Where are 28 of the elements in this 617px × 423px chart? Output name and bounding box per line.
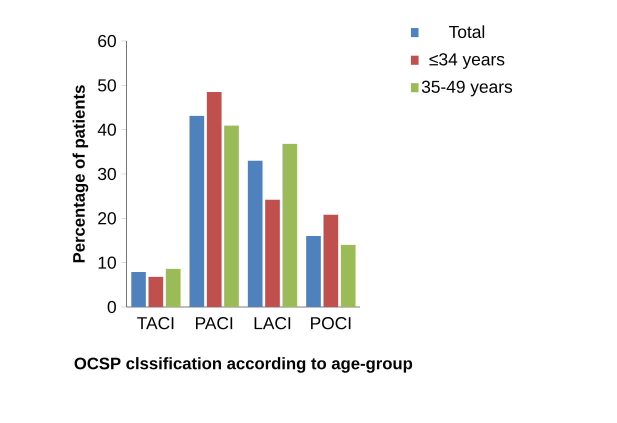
- bar: [306, 236, 321, 307]
- x-tick-label: PACI: [196, 317, 232, 330]
- y-tick-label: 60: [98, 34, 116, 48]
- bar: [148, 276, 164, 307]
- bar: [224, 126, 239, 307]
- y-tick-label: 50: [98, 79, 116, 92]
- y-axis-title: Percentage of patients: [72, 85, 88, 262]
- legend-label: 35-49 years: [422, 80, 512, 96]
- x-axis-title: OCSP clssification according to age-group: [74, 357, 412, 373]
- y-tick-label: 30: [98, 168, 116, 180]
- bar: [166, 268, 181, 307]
- bar: [282, 144, 298, 307]
- legend-label: Total: [449, 25, 484, 38]
- bar: [324, 214, 338, 307]
- bar: [131, 272, 146, 307]
- legend-label: ≤34 years: [430, 53, 504, 69]
- x-tick-label: TACI: [137, 317, 174, 330]
- bar: [340, 244, 356, 307]
- y-tick-label: 10: [98, 256, 116, 269]
- bar: [265, 200, 280, 307]
- bar: [248, 160, 263, 307]
- x-tick-label: LACI: [254, 317, 290, 330]
- bar: [206, 92, 222, 307]
- y-tick-label: 20: [98, 212, 116, 224]
- bar: [190, 116, 204, 307]
- y-tick-label: 40: [98, 124, 116, 136]
- y-tick-label: 0: [108, 300, 116, 314]
- x-tick-label: POCI: [311, 317, 350, 330]
